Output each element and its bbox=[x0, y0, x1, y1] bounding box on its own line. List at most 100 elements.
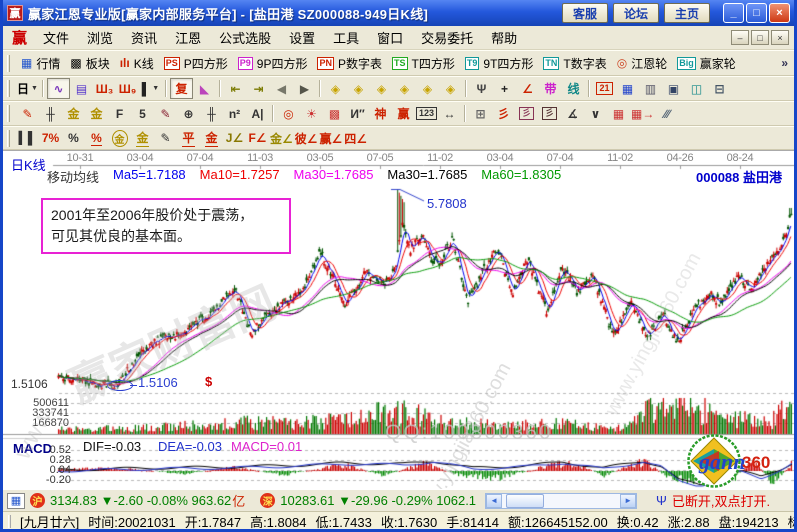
btn-ribbon-tool[interactable]: 带 bbox=[539, 78, 562, 99]
btn-next[interactable]: ▶ bbox=[293, 78, 316, 99]
scrollbar-thumb[interactable] bbox=[506, 493, 545, 508]
btn-chart-wave[interactable]: ∿ bbox=[47, 78, 70, 99]
btn-ruler-123[interactable]: 123 bbox=[415, 103, 438, 124]
btn-expand-h[interactable]: ◈ bbox=[416, 78, 439, 99]
btn-angle-tool[interactable]: ∠ bbox=[516, 78, 539, 99]
forum-button[interactable]: 论坛 bbox=[612, 3, 659, 23]
btn-grid-tool-2[interactable]: ╫ bbox=[200, 103, 223, 124]
btn-arrow-angle[interactable]: ∡ bbox=[561, 103, 584, 124]
btn-first-page[interactable]: ⇤ bbox=[224, 78, 247, 99]
mdi-minimize-button[interactable]: – bbox=[731, 30, 749, 45]
btn-zigzag[interactable]: И″ bbox=[346, 103, 369, 124]
toolbar-grip[interactable] bbox=[7, 105, 10, 122]
btn-9t-square[interactable]: T9 9T四方形 bbox=[460, 53, 539, 74]
btn-frame[interactable]: ⊞ bbox=[469, 103, 492, 124]
btn-n-squared[interactable]: n² bbox=[223, 103, 246, 124]
scroll-right-arrow[interactable]: ► bbox=[620, 493, 637, 508]
menu-file[interactable]: 文件 bbox=[43, 31, 70, 46]
btn-pen-flag[interactable]: ✎ bbox=[154, 128, 177, 149]
btn-fan-box-2[interactable]: 彡 bbox=[538, 103, 561, 124]
btn-bars-9[interactable]: Ш₉ bbox=[116, 78, 139, 99]
btn-fan-rays[interactable]: 彡 bbox=[492, 103, 515, 124]
btn-percent-line[interactable]: % bbox=[85, 128, 108, 149]
btn-si-angle[interactable]: 四∠ bbox=[343, 128, 368, 149]
btn-thread-tool[interactable]: 线 bbox=[562, 78, 585, 99]
btn-gold-circle[interactable]: 金 bbox=[108, 128, 131, 149]
btn-measure-h[interactable]: ↔ bbox=[438, 103, 461, 124]
menu-help[interactable]: 帮助 bbox=[491, 31, 518, 46]
btn-note[interactable]: ▤ bbox=[70, 78, 93, 99]
btn-ying-tool[interactable]: 赢 bbox=[392, 103, 415, 124]
btn-pan-hand[interactable]: Ψ bbox=[470, 78, 493, 99]
btn-candle-style[interactable]: ▌ ▼ bbox=[139, 78, 162, 99]
btn-v-dotted[interactable]: ∨ bbox=[584, 103, 607, 124]
btn-hist-bars[interactable]: ▍▌ bbox=[16, 128, 39, 149]
btn-network[interactable]: ◫ bbox=[685, 78, 708, 99]
btn-t-table[interactable]: TN T数字表 bbox=[538, 53, 611, 74]
menu-window[interactable]: 窗口 bbox=[377, 31, 404, 46]
btn-bi-angle[interactable]: 彼∠ bbox=[294, 128, 319, 149]
toolbar-grip[interactable] bbox=[7, 80, 10, 97]
btn-red-grid[interactable]: ▦ bbox=[607, 103, 630, 124]
shenzhen-market-icon[interactable]: 深 bbox=[260, 493, 276, 508]
btn-5-grid[interactable]: 5 bbox=[131, 103, 154, 124]
minimize-button[interactable]: _ bbox=[723, 3, 744, 23]
menu-trading[interactable]: 交易委托 bbox=[421, 31, 474, 46]
btn-prev[interactable]: ◀ bbox=[270, 78, 293, 99]
btn-brush[interactable]: ✎ bbox=[154, 103, 177, 124]
btn-target[interactable]: ◎ bbox=[277, 103, 300, 124]
btn-grid-tool[interactable]: ╫ bbox=[39, 103, 62, 124]
toolbar-overflow-chevron[interactable]: » bbox=[781, 56, 788, 70]
btn-shen-tool[interactable]: 神 bbox=[369, 103, 392, 124]
btn-red-grid-arrow[interactable]: ▦→ bbox=[630, 103, 655, 124]
btn-gold-line[interactable]: 金 bbox=[131, 128, 154, 149]
toolbar-grip[interactable] bbox=[7, 129, 10, 147]
scroll-left-arrow[interactable]: ◄ bbox=[486, 493, 503, 508]
title-bar[interactable]: 赢 赢家江恩专业版[赢家内部服务平台] - [盐田港 SZ000088-949日… bbox=[3, 0, 794, 26]
menu-browse[interactable]: 浏览 bbox=[87, 31, 114, 46]
btn-zoom-right[interactable]: ◈ bbox=[347, 78, 370, 99]
btn-bars-3[interactable]: Ш₃ bbox=[93, 78, 116, 99]
btn-7-percent[interactable]: 7% bbox=[39, 128, 62, 149]
btn-last-page[interactable]: ⇥ bbox=[247, 78, 270, 99]
btn-gold-grid-2[interactable]: 金 bbox=[85, 103, 108, 124]
btn-gold-angle[interactable]: 金∠ bbox=[269, 128, 294, 149]
btn-a-line[interactable]: A| bbox=[246, 103, 269, 124]
btn-zoom-left[interactable]: ◈ bbox=[324, 78, 347, 99]
menu-settings[interactable]: 设置 bbox=[289, 31, 316, 46]
annotation-box[interactable]: 2001年至2006年股价处于震荡， 可见其优良的基本面。 bbox=[41, 198, 291, 254]
btn-print[interactable]: ⊟ bbox=[708, 78, 731, 99]
btn-j-angle[interactable]: J∠ bbox=[223, 128, 246, 149]
btn-t-square[interactable]: TS T四方形 bbox=[387, 53, 460, 74]
menu-news[interactable]: 资讯 bbox=[131, 31, 158, 46]
market-grid-icon[interactable]: ▦ bbox=[7, 492, 25, 509]
btn-crosshair[interactable]: + bbox=[493, 78, 516, 99]
scrollbar-track[interactable] bbox=[502, 493, 620, 508]
btn-calculator[interactable]: ▦ bbox=[616, 78, 639, 99]
mdi-restore-button[interactable]: □ bbox=[751, 30, 769, 45]
btn-gann-wheel[interactable]: ◎ 江恩轮 bbox=[612, 53, 673, 74]
btn-draw-pen[interactable]: ✎ bbox=[16, 103, 39, 124]
btn-9p-square[interactable]: P9 9P四方形 bbox=[233, 53, 313, 74]
btn-notebook[interactable]: ▥ bbox=[639, 78, 662, 99]
close-button[interactable]: × bbox=[769, 3, 790, 23]
maximize-button[interactable]: □ bbox=[746, 3, 767, 23]
menu-gann[interactable]: 江恩 bbox=[175, 31, 202, 46]
connection-antenna-icon[interactable]: Ψ bbox=[656, 493, 667, 508]
btn-zoom-in[interactable]: ◈ bbox=[370, 78, 393, 99]
toolbar-grip[interactable] bbox=[7, 54, 10, 72]
shanghai-market-icon[interactable]: 沪 bbox=[30, 493, 45, 508]
btn-gold-red-line[interactable]: 金 bbox=[200, 128, 223, 149]
btn-kline[interactable]: ılı K线 bbox=[115, 53, 159, 74]
btn-quotes[interactable]: ▦ 行情 bbox=[16, 53, 65, 74]
btn-winner-wheel[interactable]: Big 赢家轮 bbox=[672, 53, 741, 74]
btn-color-chart[interactable]: ◣ bbox=[193, 78, 216, 99]
connection-status-text[interactable]: 已断开,双点打开. bbox=[671, 494, 771, 509]
btn-p-square[interactable]: PS P四方形 bbox=[159, 53, 233, 74]
btn-gold-grid-1[interactable]: 金 bbox=[62, 103, 85, 124]
btn-sectors[interactable]: ▩ 板块 bbox=[65, 53, 114, 74]
btn-save[interactable]: ▣ bbox=[662, 78, 685, 99]
btn-period-day[interactable]: 日 ▼ bbox=[16, 78, 39, 99]
btn-calendar[interactable]: 21 bbox=[593, 78, 616, 99]
btn-f-angle[interactable]: F∠ bbox=[246, 128, 269, 149]
